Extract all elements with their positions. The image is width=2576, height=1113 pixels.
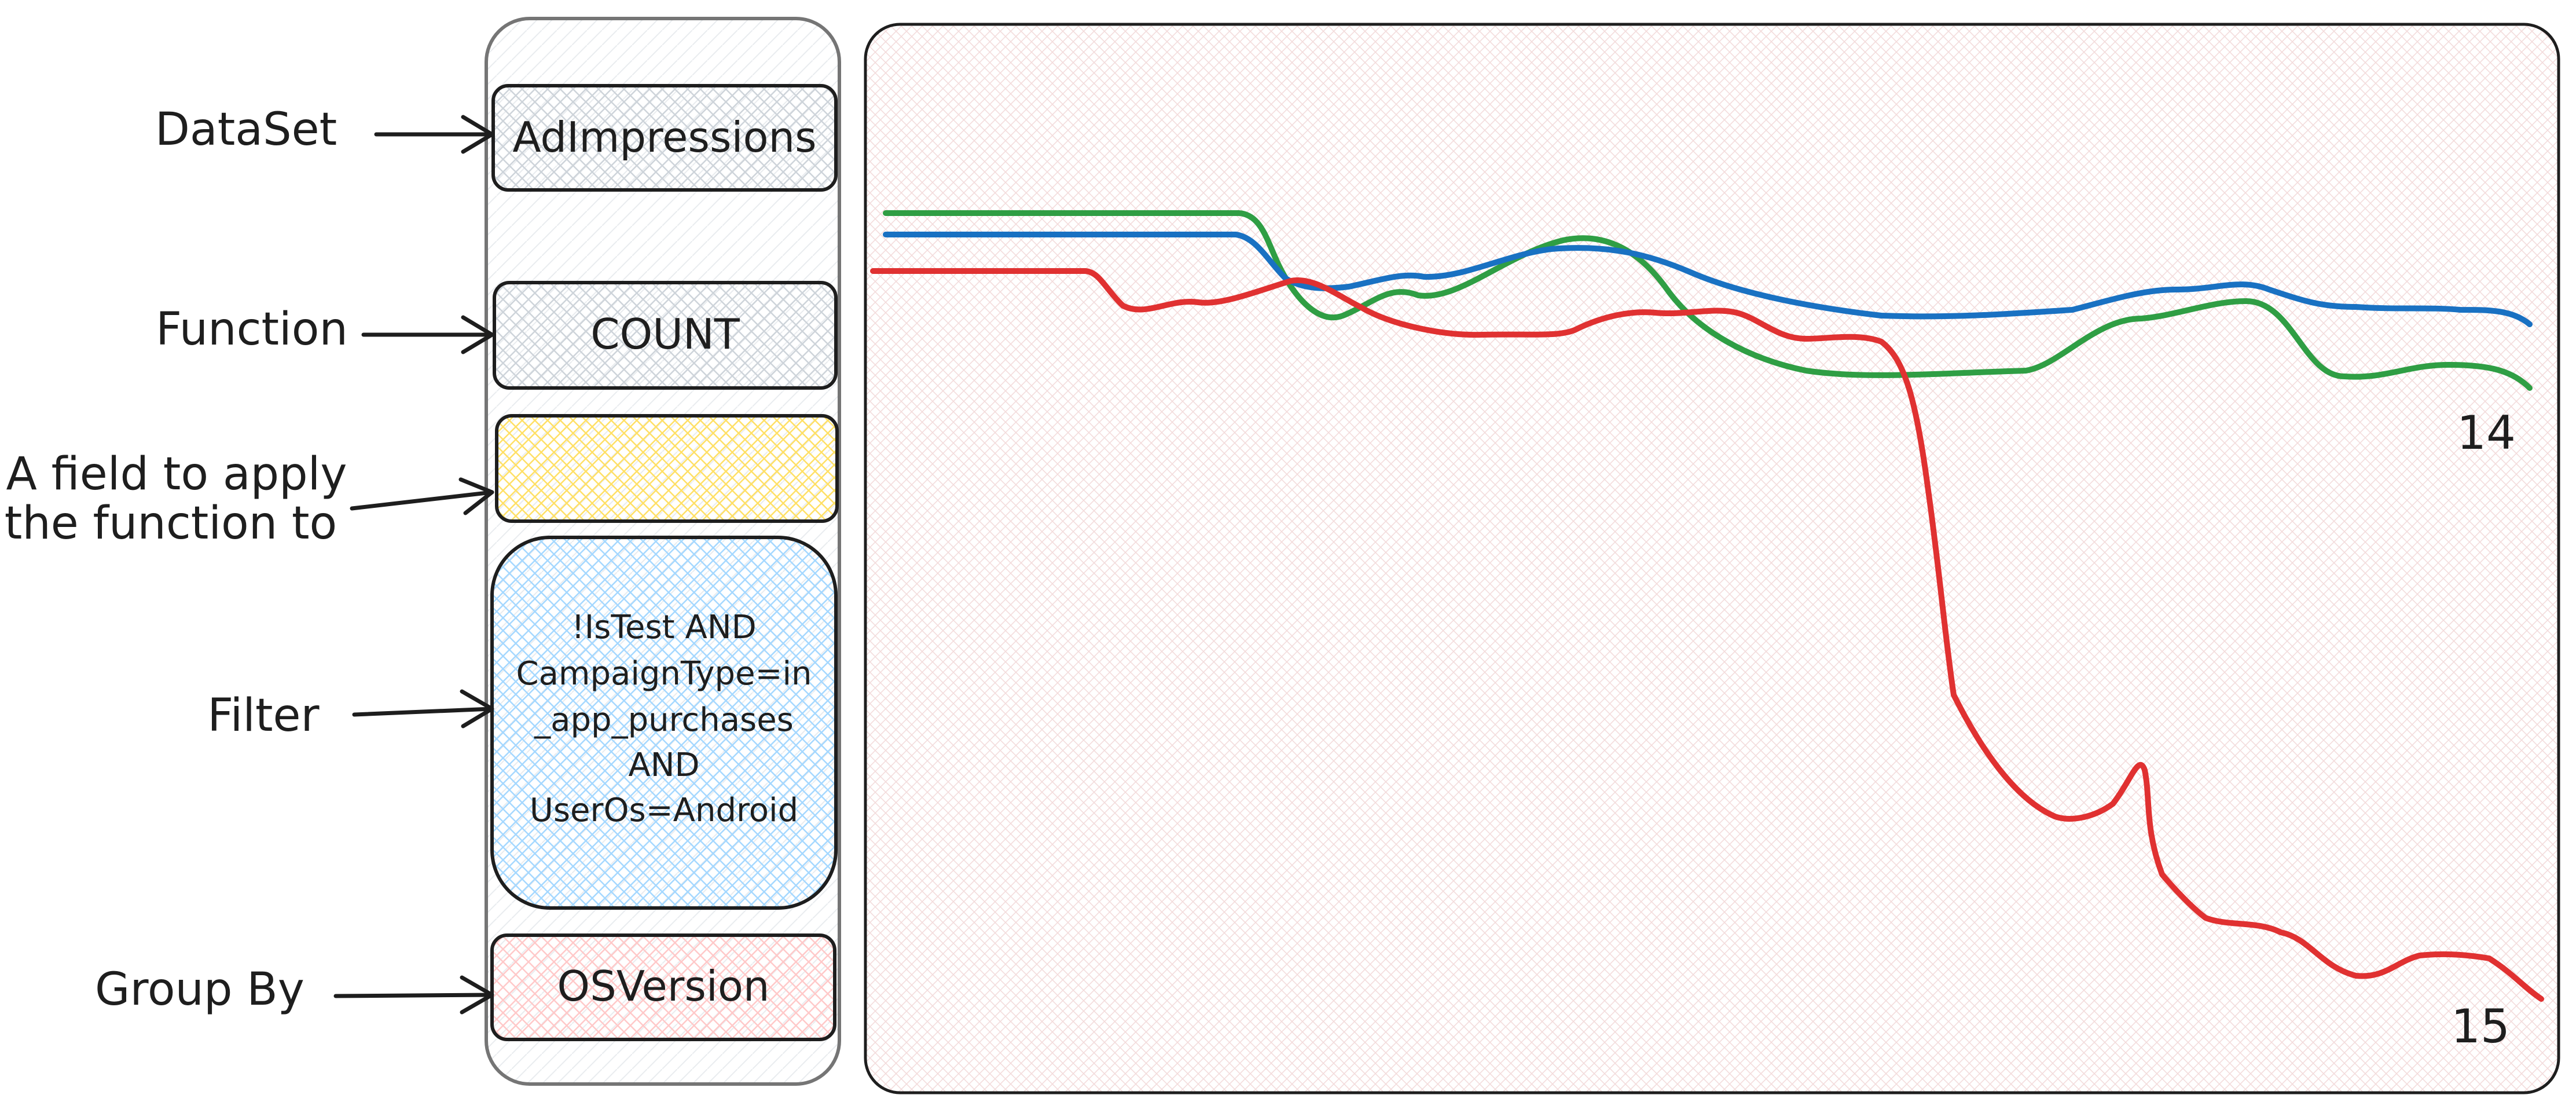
- series-line-blue: [883, 232, 2533, 327]
- dataset-row: DataSet AdImpressions: [155, 84, 838, 192]
- function-box[interactable]: [493, 281, 838, 390]
- function-value: COUNT: [590, 310, 740, 358]
- series-line-green: [883, 210, 2533, 391]
- filter-line-1: !IsTest AND: [571, 609, 757, 646]
- series-line-red: [870, 268, 2544, 1002]
- group-by-label: Group By: [95, 964, 304, 1016]
- field-label-line1: A field to apply: [6, 448, 347, 500]
- filter-box[interactable]: [490, 536, 838, 910]
- field-label-line2: the function to: [5, 497, 337, 550]
- dataset-box[interactable]: [491, 84, 838, 192]
- function-label: Function: [156, 303, 348, 356]
- field-row: A field to apply the function to: [5, 414, 839, 550]
- group-by-row: Group By OSVersion: [95, 933, 836, 1041]
- dataset-arrow: [374, 115, 494, 154]
- filter-label: Filter: [207, 690, 320, 742]
- filter-line-2: CampaignType=in: [516, 655, 812, 693]
- field-arrow: [350, 477, 494, 515]
- filter-line-3: _app_purchases: [534, 701, 794, 739]
- series-label-15: 15: [2451, 999, 2510, 1053]
- function-row: Function COUNT: [156, 281, 838, 390]
- group-by-value: OSVersion: [557, 962, 769, 1011]
- group-by-arrow: [333, 975, 494, 1015]
- filter-arrow: [352, 689, 494, 728]
- dataset-value: AdImpressions: [512, 113, 816, 162]
- function-arrow: [361, 315, 494, 354]
- filter-line-5: UserOs=Android: [530, 792, 798, 829]
- filter-row: Filter !IsTest AND CampaignType=in _app_…: [207, 536, 838, 910]
- dataset-label: DataSet: [155, 104, 337, 156]
- series-label-14: 14: [2457, 406, 2516, 460]
- group-by-box[interactable]: [490, 933, 836, 1041]
- field-box[interactable]: [495, 414, 839, 523]
- filter-line-4: AND: [628, 746, 699, 784]
- chart-frame: [864, 23, 2560, 1094]
- line-chart: 14 15: [864, 23, 2560, 1094]
